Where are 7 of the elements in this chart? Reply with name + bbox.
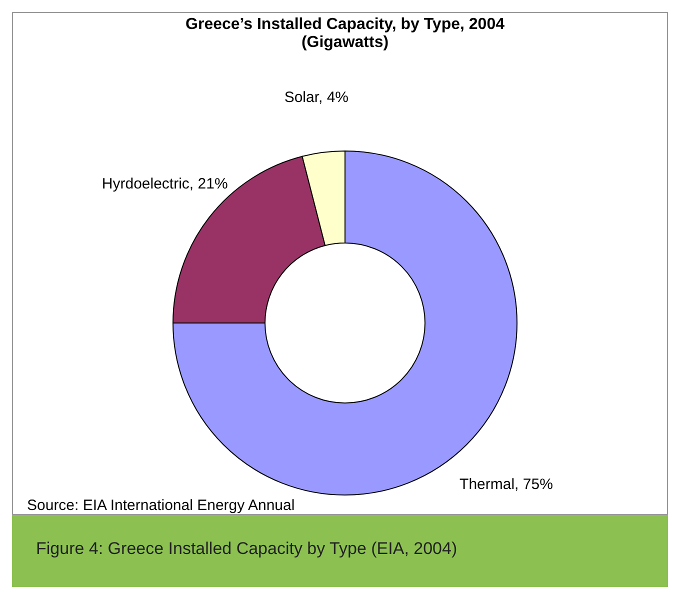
chart-title: Greece’s Installed Capacity, by Type, 2004: [186, 16, 505, 33]
source-note: Source: EIA International Energy Annual: [27, 497, 295, 514]
chart-subtitle: (Gigawatts): [301, 34, 389, 51]
caption: Figure 4: Greece Installed Capacity by Type (EIA, 2004): [12, 515, 668, 587]
slice-label: Thermal, 75%: [460, 476, 553, 494]
slice-label: Hyrdoelectric, 21%: [102, 175, 228, 192]
slice-label: Solar, 4%: [284, 88, 349, 106]
